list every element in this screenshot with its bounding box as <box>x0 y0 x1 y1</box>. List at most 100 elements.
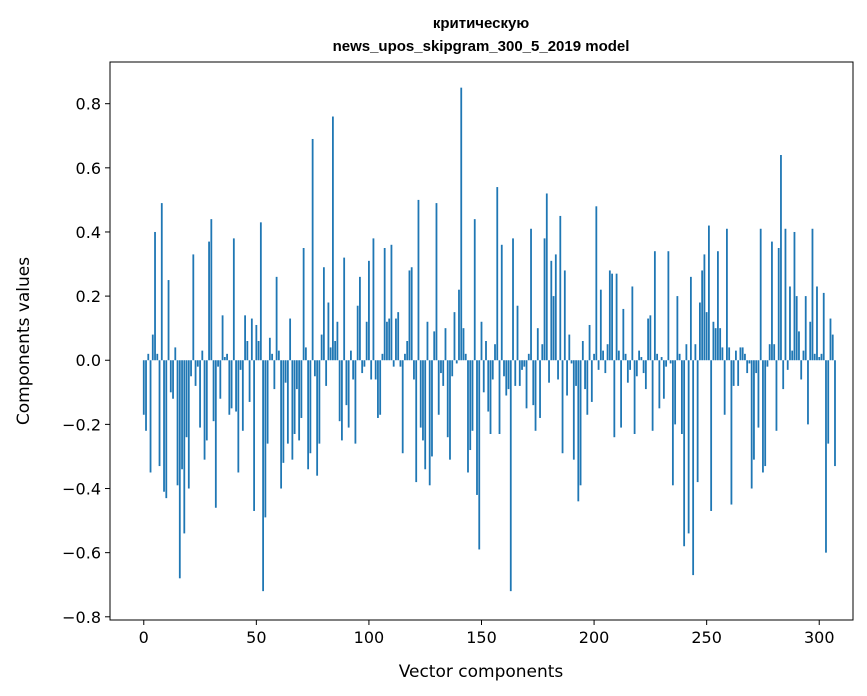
bar-41 <box>235 360 237 412</box>
bar-36 <box>223 357 226 361</box>
y-tick-label-0: −0.8 <box>62 608 101 627</box>
bar-33 <box>217 360 219 367</box>
bar-168 <box>521 360 523 370</box>
bar-248 <box>701 270 704 361</box>
y-tick-label-3: −0.2 <box>62 415 101 434</box>
bar-67 <box>293 360 296 434</box>
bar-301 <box>820 353 823 361</box>
bar-175 <box>536 328 539 361</box>
bar-127 <box>428 360 431 486</box>
bar-229 <box>658 360 661 409</box>
bar-54 <box>264 360 267 518</box>
bar-226 <box>651 360 654 431</box>
x-tick-label-50: 50 <box>246 628 266 647</box>
bar-187 <box>563 270 566 361</box>
bar-37 <box>226 353 228 361</box>
bar-306 <box>831 334 834 361</box>
bar-200 <box>593 353 595 361</box>
bar-199 <box>590 360 593 402</box>
bar-83 <box>329 347 332 361</box>
x-tick-label-100: 100 <box>354 628 385 647</box>
chart-title-line-2: news_upos_skipgram_300_5_2019 model <box>333 38 630 55</box>
bar-52 <box>259 222 262 361</box>
bar-274 <box>759 228 762 361</box>
bar-236 <box>674 360 677 425</box>
bar-141 <box>460 87 463 361</box>
bar-24 <box>196 360 199 367</box>
bar-154 <box>489 360 492 434</box>
bar-216 <box>629 360 631 370</box>
bar-134 <box>444 328 447 361</box>
bar-18 <box>183 360 186 534</box>
bar-130 <box>435 203 438 361</box>
bar-183 <box>554 254 557 361</box>
bar-264 <box>737 360 740 386</box>
bar-22 <box>192 254 195 361</box>
bar-194 <box>579 360 582 486</box>
y-axis-ticks: −0.8 −0.6 −0.4 −0.2 0.0 0.2 0.4 0.6 0.8 <box>62 95 110 627</box>
bar-111 <box>392 360 395 367</box>
bar-252 <box>710 360 713 511</box>
bar-188 <box>566 360 568 396</box>
bar-140 <box>458 289 460 361</box>
bar-281 <box>775 360 778 431</box>
bar-174 <box>534 360 537 431</box>
bar-231 <box>662 360 665 399</box>
y-tick-label-2: −0.4 <box>62 480 101 499</box>
bar-107 <box>383 248 386 361</box>
bar-112 <box>395 318 397 361</box>
bar-173 <box>532 360 535 406</box>
bar-14 <box>174 347 177 361</box>
bar-191 <box>572 360 575 460</box>
bar-35 <box>221 315 224 361</box>
bar-257 <box>721 347 724 361</box>
bar-15 <box>176 360 179 486</box>
bar-203 <box>599 289 602 361</box>
bar-202 <box>597 360 600 370</box>
bar-28 <box>205 360 208 441</box>
bar-23 <box>194 360 197 386</box>
bar-282 <box>777 248 780 361</box>
bar-97 <box>361 360 364 374</box>
bar-195 <box>581 341 584 361</box>
bar-2 <box>147 353 150 361</box>
bar-136 <box>449 360 451 460</box>
bar-17 <box>181 360 183 470</box>
bar-51 <box>257 341 260 361</box>
bar-299 <box>816 286 818 361</box>
bar-44 <box>241 360 244 431</box>
bar-304 <box>827 360 830 444</box>
x-tick-label-150: 150 <box>466 628 497 647</box>
bar-208 <box>611 273 613 361</box>
bar-209 <box>613 360 616 438</box>
bar-198 <box>588 324 591 361</box>
bar-193 <box>577 360 580 502</box>
bar-78 <box>318 360 321 444</box>
bar-251 <box>708 225 710 361</box>
bar-157 <box>496 187 499 361</box>
bar-46 <box>246 341 249 361</box>
bar-29 <box>208 241 210 361</box>
bar-244 <box>692 360 695 576</box>
bar-277 <box>766 360 769 367</box>
bar-100 <box>368 260 370 361</box>
bar-3 <box>149 360 152 473</box>
bar-211 <box>617 350 620 361</box>
bar-167 <box>518 360 521 386</box>
bar-298 <box>813 353 816 361</box>
bar-155 <box>491 360 494 380</box>
bar-65 <box>289 318 292 361</box>
bar-224 <box>647 318 650 361</box>
bar-87 <box>338 360 341 422</box>
bar-109 <box>388 318 391 361</box>
bar-212 <box>620 360 622 428</box>
bar-138 <box>453 312 456 361</box>
bar-66 <box>291 360 294 460</box>
bar-256 <box>719 328 722 361</box>
bar-196 <box>584 360 586 390</box>
bar-118 <box>408 270 411 361</box>
bar-142 <box>462 328 465 361</box>
bar-210 <box>615 273 618 361</box>
bar-280 <box>773 344 776 361</box>
bar-266 <box>741 347 744 361</box>
